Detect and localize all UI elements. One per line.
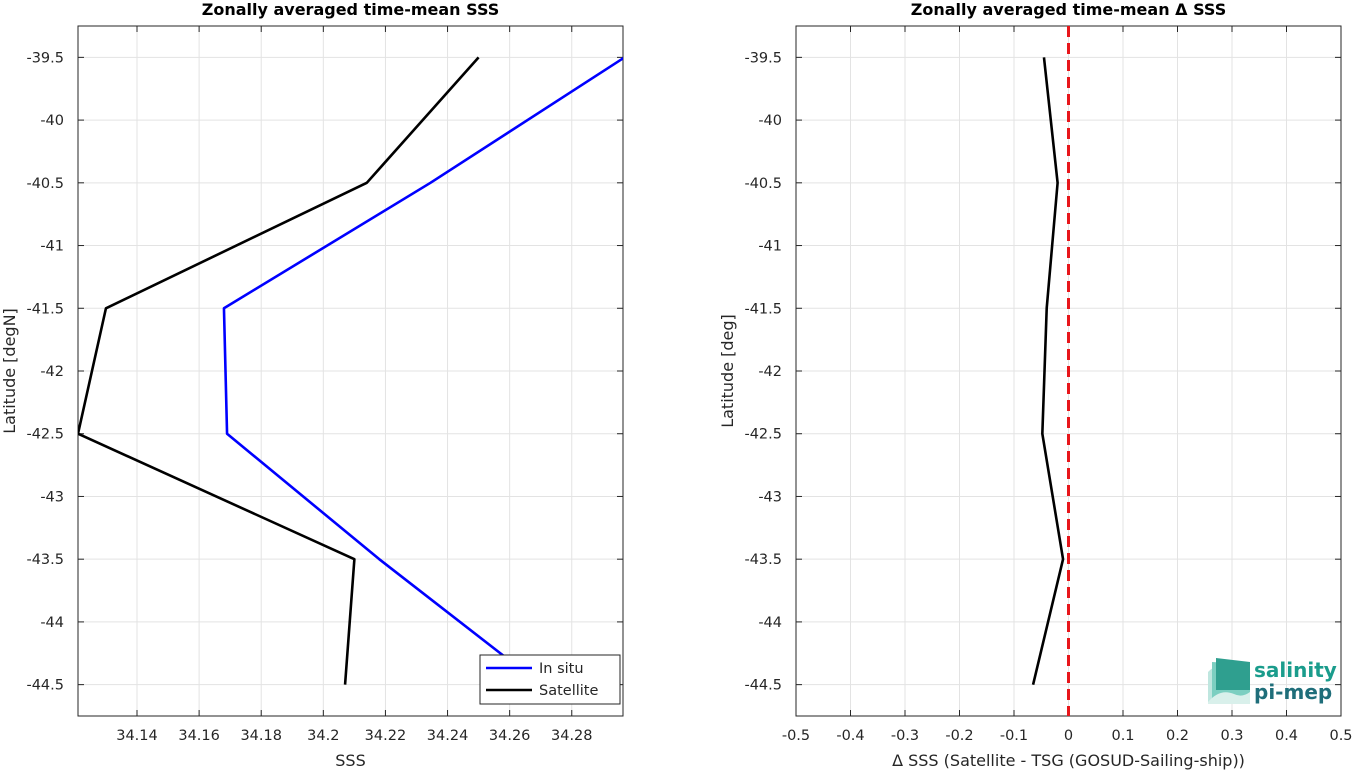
x-axis-label: Δ SSS (Satellite - TSG (GOSUD-Sailing-sh…	[892, 751, 1245, 770]
y-axis-label: Latitude [deg]	[718, 314, 737, 428]
y-tick-label: -41.5	[26, 301, 64, 317]
x-tick-label: 34.2	[307, 728, 339, 744]
x-tick-label: 0.1	[1111, 728, 1134, 744]
x-tick-label: 0.5	[1329, 728, 1352, 744]
x-tick-label: -0.4	[836, 728, 864, 744]
y-tick-label: -42.5	[26, 427, 64, 443]
x-tick-label: 34.14	[116, 728, 158, 744]
delta-sss-series-line	[1031, 57, 1065, 685]
x-tick-label: 0	[1064, 728, 1073, 744]
y-tick-label: -43.5	[744, 552, 782, 568]
sss-panel: 34.14 34.16 34.18 34.2 34.22 34.24 34.26 34.28 -…	[0, 0, 624, 770]
legend-label: Satellite	[539, 683, 598, 699]
logo-graphic-icon	[1208, 658, 1250, 704]
y-axis-label: Latitude [degN]	[0, 308, 19, 434]
y-tick-label: -42	[40, 364, 64, 380]
x-tick-label: 34.28	[551, 728, 593, 744]
y-tick-label: -43	[758, 489, 782, 505]
legend-box	[479, 654, 621, 705]
x-tick-label: 0.2	[1166, 728, 1189, 744]
y-tick-label: -42.5	[744, 427, 782, 443]
x-tick-label: -0.3	[891, 728, 919, 744]
y-tick-label: -44.5	[26, 678, 64, 694]
logo-line1: salinity	[1254, 658, 1337, 682]
x-tick-label: 0.3	[1220, 728, 1243, 744]
y-tick-label: -43	[40, 489, 64, 505]
y-tick-label: -42	[758, 364, 782, 380]
x-tick-label: -0.5	[782, 728, 810, 744]
x-axis-label: SSS	[335, 751, 365, 770]
chart-title: Zonally averaged time-mean SSS	[202, 0, 500, 19]
delta-sss-panel: -0.5 -0.4 -0.3 -0.2 -0.1 0 0.1 0.2 0.3 0.4 0.5 -39.…	[718, 0, 1353, 770]
x-tick-label: 34.26	[489, 728, 531, 744]
y-tick-label: -44	[758, 615, 782, 631]
satellite-series-line	[78, 56, 480, 685]
y-tick-label: -41.5	[744, 301, 782, 317]
y-tick-label: -40.5	[26, 176, 64, 192]
x-tick-label: 34.18	[240, 728, 282, 744]
y-tick-label: -40.5	[744, 176, 782, 192]
x-tick-label: -0.2	[945, 728, 973, 744]
y-tick-label: -39.5	[26, 50, 64, 66]
y-tick-label: -40	[758, 113, 782, 129]
legend-label: In situ	[539, 661, 584, 677]
x-tick-label: 0.4	[1275, 728, 1298, 744]
y-tick-label: -40	[40, 113, 64, 129]
y-tick-label: -41	[758, 239, 782, 255]
y-tick-label: -43.5	[26, 552, 64, 568]
x-tick-label: 34.22	[365, 728, 407, 744]
y-tick-label: -44	[40, 615, 64, 631]
salinity-pi-mep-logo: salinity pi-mep	[1208, 658, 1337, 704]
y-tick-label: -44.5	[744, 678, 782, 694]
y-tick-label: -41	[40, 239, 64, 255]
x-tick-label: -0.1	[1000, 728, 1028, 744]
logo-line2: pi-mep	[1254, 680, 1332, 704]
chart-title: Zonally averaged time-mean Δ SSS	[911, 0, 1227, 19]
y-tick-label: -39.5	[744, 50, 782, 66]
in-situ-series-line	[222, 56, 623, 686]
x-tick-label: 34.24	[427, 728, 469, 744]
x-tick-label: 34.16	[178, 728, 220, 744]
